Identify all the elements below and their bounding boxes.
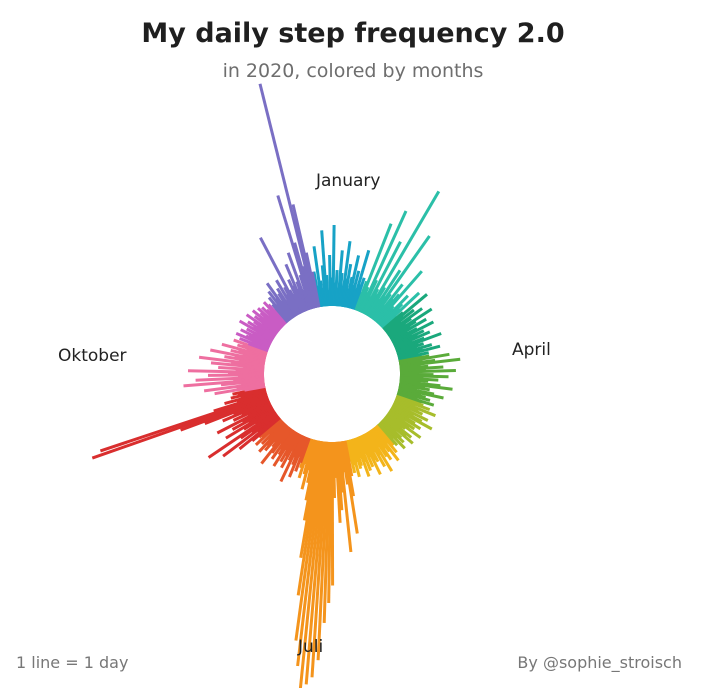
day-bar-m7-d17 <box>304 441 328 685</box>
day-bar-m9-d23 <box>99 393 268 453</box>
day-bar-m9-d22 <box>91 395 269 460</box>
month-label-july: Juli <box>298 637 324 657</box>
day-bar-m7-d21 <box>296 440 324 596</box>
day-bar-m7-d16 <box>310 441 329 678</box>
day-bar-m7-d15 <box>316 441 331 661</box>
day-bar-m7-d19 <box>296 441 326 667</box>
day-bar-m2-d5 <box>358 210 408 313</box>
month-label-january: January <box>316 171 381 191</box>
day-bar-m2-d11 <box>365 190 441 317</box>
legend-note: 1 line = 1 day <box>16 653 129 672</box>
chart-subtitle: in 2020, colored by months <box>222 60 484 82</box>
day-bar-m7-d18 <box>298 441 327 688</box>
day-bar-m7-d14 <box>322 441 332 623</box>
day-bar-m12-d31 <box>310 271 321 308</box>
credit: By @sophie_stroisch <box>517 653 682 672</box>
day-bar-m12-d28 <box>258 83 318 309</box>
center-hole <box>266 308 398 440</box>
day-bar-m7-d13 <box>327 441 333 604</box>
day-bar-m7-d22 <box>299 440 323 559</box>
month-label-october: Oktober <box>58 346 127 366</box>
day-bar-m12-d25 <box>276 195 314 310</box>
day-bar-m7-d20 <box>294 441 325 641</box>
chart-title: My daily step frequency 2.0 <box>141 18 565 49</box>
month-label-april: April <box>512 340 551 360</box>
day-bar-m7-d6 <box>337 441 353 553</box>
